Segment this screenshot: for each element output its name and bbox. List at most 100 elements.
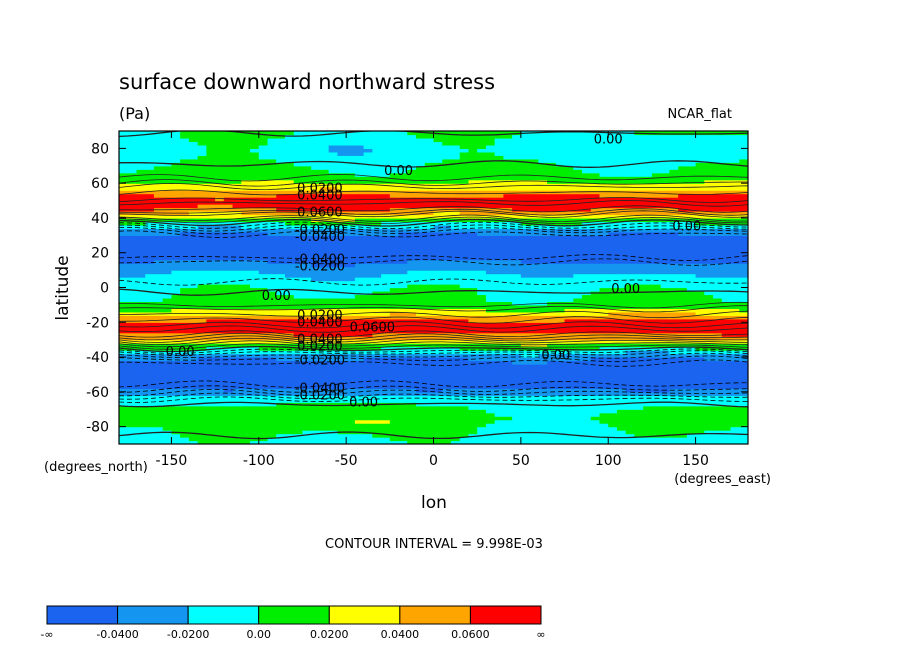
field-cell xyxy=(407,284,417,289)
field-cell xyxy=(346,377,356,382)
field-cell xyxy=(468,388,478,393)
field-cell xyxy=(669,294,679,299)
field-cell xyxy=(651,245,662,250)
field-cell xyxy=(450,266,461,271)
field-cell xyxy=(721,304,732,309)
field-cell xyxy=(232,357,242,362)
field-cell xyxy=(590,430,601,435)
field-cell xyxy=(372,308,382,313)
field-cell xyxy=(433,430,443,435)
field-cell xyxy=(407,367,417,372)
field-cell xyxy=(599,384,609,389)
field-cell xyxy=(582,416,592,421)
field-cell xyxy=(346,343,356,348)
field-cell xyxy=(267,329,277,334)
field-cell xyxy=(346,360,356,365)
field-cell xyxy=(206,308,216,313)
field-cell xyxy=(363,430,373,435)
field-cell xyxy=(686,315,697,320)
field-cell xyxy=(538,280,548,285)
field-cell xyxy=(346,318,356,323)
field-cell xyxy=(171,245,181,250)
field-cell xyxy=(258,311,269,316)
field-cell xyxy=(529,350,539,355)
field-cell xyxy=(721,297,732,303)
field-cell xyxy=(634,325,644,330)
field-cell xyxy=(145,419,155,424)
field-cell xyxy=(503,388,513,393)
field-cell xyxy=(319,224,330,229)
field-cell xyxy=(582,402,592,407)
field-cell xyxy=(328,343,339,348)
field-cell xyxy=(643,423,653,428)
field-cell xyxy=(450,419,461,424)
field-cell xyxy=(136,374,146,379)
field-cell xyxy=(311,318,321,323)
field-cell xyxy=(372,329,382,334)
field-cell xyxy=(450,273,461,278)
field-cell xyxy=(337,235,347,240)
field-cell xyxy=(538,311,548,316)
field-cell xyxy=(346,284,356,289)
field-cell xyxy=(188,353,199,358)
field-cell xyxy=(337,263,347,268)
field-cell xyxy=(433,416,443,421)
field-cell xyxy=(372,249,382,254)
field-cell xyxy=(634,350,644,355)
field-cell xyxy=(119,325,129,330)
field-cell xyxy=(197,381,207,386)
field-cell xyxy=(477,318,487,323)
field-cell xyxy=(485,224,496,229)
field-cell xyxy=(695,224,705,229)
field-cell xyxy=(276,200,286,205)
field-cell xyxy=(267,249,277,254)
field-cell xyxy=(529,416,539,421)
field-cell xyxy=(730,370,740,376)
field-cell xyxy=(494,280,504,285)
field-cell xyxy=(241,367,251,372)
field-cell xyxy=(188,398,199,403)
field-cell xyxy=(223,204,234,209)
field-cell xyxy=(145,315,155,320)
field-cell xyxy=(695,391,705,396)
field-cell xyxy=(389,398,400,403)
field-cell xyxy=(328,353,339,358)
field-cell xyxy=(346,419,356,424)
field-cell xyxy=(468,329,478,334)
field-cell xyxy=(547,377,557,382)
field-cell xyxy=(293,440,304,444)
field-cell xyxy=(346,280,356,285)
field-cell xyxy=(337,370,347,376)
field-cell xyxy=(678,377,688,382)
field-cell xyxy=(459,287,470,292)
field-cell xyxy=(319,284,330,289)
field-cell xyxy=(713,360,723,365)
field-cell xyxy=(276,325,286,330)
field-cell xyxy=(520,284,531,289)
field-cell xyxy=(381,231,391,236)
field-cell xyxy=(468,252,478,257)
field-cell xyxy=(284,405,295,410)
field-cell xyxy=(704,235,714,240)
field-cell xyxy=(695,270,705,275)
field-cell xyxy=(669,228,679,233)
field-cell xyxy=(363,294,373,299)
field-cell xyxy=(590,221,601,226)
field-cell xyxy=(651,256,662,261)
field-cell xyxy=(686,332,697,337)
field-cell xyxy=(686,402,697,407)
field-cell xyxy=(197,343,207,348)
field-cell xyxy=(232,430,242,435)
field-cell xyxy=(319,273,330,278)
field-cell xyxy=(442,391,452,396)
field-cell xyxy=(354,273,365,278)
field-cell xyxy=(136,364,146,369)
field-cell xyxy=(660,430,670,435)
field-cell xyxy=(171,263,181,268)
field-cell xyxy=(284,273,295,278)
field-cell xyxy=(276,374,286,379)
field-cell xyxy=(171,433,181,438)
field-cell xyxy=(547,280,557,285)
field-cell xyxy=(564,235,574,240)
field-cell xyxy=(215,350,225,355)
